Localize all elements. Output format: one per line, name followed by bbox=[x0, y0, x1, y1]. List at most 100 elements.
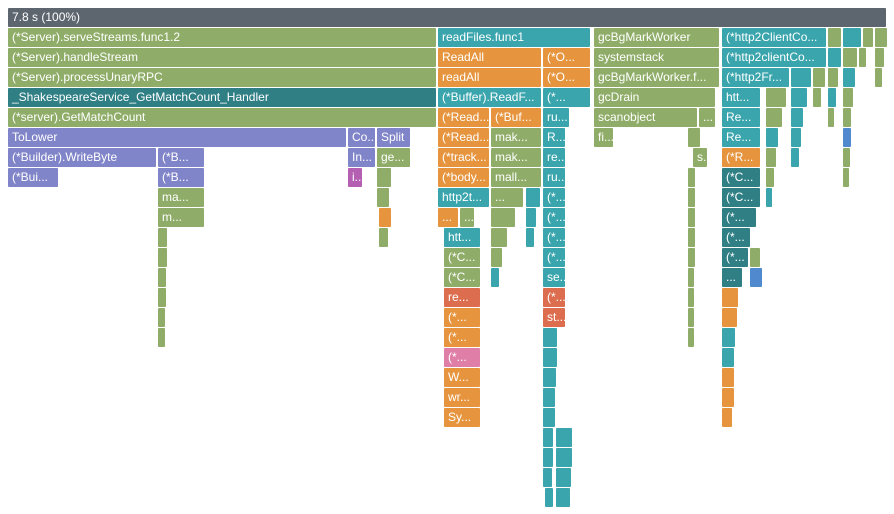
flame-frame[interactable]: gcDrain bbox=[594, 88, 715, 107]
flame-frame[interactable] bbox=[766, 128, 778, 147]
flame-frame[interactable]: gcBgMarkWorker.f... bbox=[594, 68, 719, 87]
flame-frame[interactable] bbox=[543, 348, 557, 367]
flame-frame[interactable]: W... bbox=[444, 368, 480, 387]
flame-frame[interactable] bbox=[843, 68, 855, 87]
flame-frame[interactable]: (*R... bbox=[722, 148, 760, 167]
flame-frame[interactable]: mall... bbox=[491, 168, 541, 187]
flame-frame[interactable]: (*... bbox=[543, 288, 565, 307]
flame-frame[interactable] bbox=[379, 228, 388, 247]
flame-frame[interactable]: (*C... bbox=[722, 168, 760, 187]
flame-frame[interactable]: re... bbox=[444, 288, 480, 307]
flame-frame[interactable]: ge... bbox=[377, 148, 410, 167]
flame-frame[interactable]: fi... bbox=[594, 128, 613, 147]
flame-frame[interactable] bbox=[843, 108, 851, 127]
flame-frame[interactable] bbox=[875, 48, 884, 67]
flame-frame[interactable]: 7.8 s (100%) bbox=[8, 8, 886, 27]
flame-frame[interactable]: readFiles.func1 bbox=[438, 28, 590, 47]
flame-frame[interactable] bbox=[750, 248, 760, 267]
flame-frame[interactable]: Re... bbox=[722, 108, 760, 127]
flame-frame[interactable] bbox=[828, 108, 834, 127]
flame-frame[interactable] bbox=[377, 188, 389, 207]
flame-frame[interactable] bbox=[158, 248, 167, 267]
flame-frame[interactable] bbox=[491, 268, 499, 287]
flame-frame[interactable]: ... bbox=[699, 108, 715, 127]
flame-frame[interactable]: (*B... bbox=[158, 168, 204, 187]
flame-frame[interactable]: ... bbox=[491, 188, 523, 207]
flame-frame[interactable]: (*Server).handleStream bbox=[8, 48, 436, 67]
flame-frame[interactable] bbox=[491, 228, 507, 247]
flame-frame[interactable] bbox=[843, 148, 850, 167]
flame-frame[interactable] bbox=[722, 388, 734, 407]
flame-frame[interactable] bbox=[791, 88, 807, 107]
flame-frame[interactable] bbox=[688, 128, 700, 147]
flame-frame[interactable] bbox=[688, 188, 695, 207]
flame-frame[interactable] bbox=[766, 148, 776, 167]
flame-frame[interactable] bbox=[556, 448, 572, 467]
flame-frame[interactable]: (*http2ClientCo... bbox=[722, 28, 826, 47]
flame-frame[interactable]: gcBgMarkWorker bbox=[594, 28, 719, 47]
flame-frame[interactable]: (*... bbox=[722, 208, 756, 227]
flame-frame[interactable]: (*... bbox=[543, 208, 565, 227]
flame-frame[interactable]: _ShakespeareService_GetMatchCount_Handle… bbox=[8, 88, 436, 107]
flame-frame[interactable]: scanobject bbox=[594, 108, 697, 127]
flame-frame[interactable] bbox=[843, 168, 849, 187]
flame-frame[interactable] bbox=[556, 488, 570, 507]
flame-frame[interactable] bbox=[722, 348, 734, 367]
flame-frame[interactable]: i... bbox=[348, 168, 362, 187]
flame-frame[interactable] bbox=[158, 268, 166, 287]
flame-frame[interactable]: s... bbox=[693, 148, 707, 167]
flame-frame[interactable] bbox=[158, 228, 167, 247]
flame-frame[interactable] bbox=[379, 208, 391, 227]
flame-frame[interactable]: http2t... bbox=[438, 188, 489, 207]
flame-frame[interactable] bbox=[543, 368, 556, 387]
flame-frame[interactable] bbox=[543, 388, 555, 407]
flame-frame[interactable]: (*Server).processUnaryRPC bbox=[8, 68, 436, 87]
flame-frame[interactable]: Co... bbox=[348, 128, 375, 147]
flame-frame[interactable] bbox=[377, 168, 391, 187]
flame-frame[interactable]: ... bbox=[460, 208, 474, 227]
flame-frame[interactable]: Sy... bbox=[444, 408, 480, 427]
flame-frame[interactable]: (*O... bbox=[543, 68, 590, 87]
flame-frame[interactable] bbox=[843, 48, 857, 67]
flame-frame[interactable] bbox=[766, 88, 786, 107]
flame-frame[interactable]: (*... bbox=[444, 308, 480, 327]
flame-frame[interactable]: (*Bui... bbox=[8, 168, 58, 187]
flame-frame[interactable] bbox=[722, 288, 738, 307]
flame-frame[interactable] bbox=[843, 28, 861, 47]
flame-frame[interactable] bbox=[813, 88, 821, 107]
flame-frame[interactable]: (*C... bbox=[444, 268, 480, 287]
flame-frame[interactable] bbox=[766, 168, 774, 187]
flame-frame[interactable] bbox=[556, 468, 571, 487]
flame-frame[interactable]: (*... bbox=[444, 348, 480, 367]
flame-frame[interactable]: htt... bbox=[444, 228, 480, 247]
flame-frame[interactable] bbox=[766, 188, 772, 207]
flame-frame[interactable]: ru... bbox=[543, 168, 565, 187]
flame-frame[interactable] bbox=[843, 128, 851, 147]
flame-frame[interactable]: ReadAll bbox=[438, 48, 541, 67]
flame-frame[interactable] bbox=[750, 268, 762, 287]
flame-frame[interactable]: (*... bbox=[543, 188, 565, 207]
flame-frame[interactable] bbox=[158, 308, 165, 327]
flame-frame[interactable]: (*Buffer).ReadF... bbox=[438, 88, 541, 107]
flame-frame[interactable] bbox=[688, 228, 695, 247]
flame-frame[interactable] bbox=[545, 488, 553, 507]
flame-frame[interactable]: (*Buf... bbox=[491, 108, 541, 127]
flame-frame[interactable]: (*C... bbox=[722, 188, 760, 207]
flame-frame[interactable] bbox=[688, 248, 695, 267]
flame-frame[interactable]: readAll bbox=[438, 68, 541, 87]
flame-frame[interactable]: ru... bbox=[543, 108, 569, 127]
flame-frame[interactable] bbox=[722, 328, 735, 347]
flame-frame[interactable] bbox=[543, 468, 552, 487]
flame-frame[interactable]: ... bbox=[438, 208, 458, 227]
flame-frame[interactable]: st... bbox=[543, 308, 565, 327]
flame-frame[interactable]: re... bbox=[543, 148, 565, 167]
flame-frame[interactable]: wr... bbox=[444, 388, 480, 407]
flame-frame[interactable]: (*http2clientCo... bbox=[722, 48, 826, 67]
flame-frame[interactable] bbox=[688, 208, 695, 227]
flame-frame[interactable] bbox=[859, 48, 866, 67]
flame-frame[interactable]: (*O... bbox=[543, 48, 590, 67]
flame-frame[interactable] bbox=[828, 68, 838, 87]
flame-frame[interactable]: mak... bbox=[491, 148, 541, 167]
flame-frame[interactable] bbox=[875, 28, 887, 47]
flame-frame[interactable]: (*server).GetMatchCount bbox=[8, 108, 436, 127]
